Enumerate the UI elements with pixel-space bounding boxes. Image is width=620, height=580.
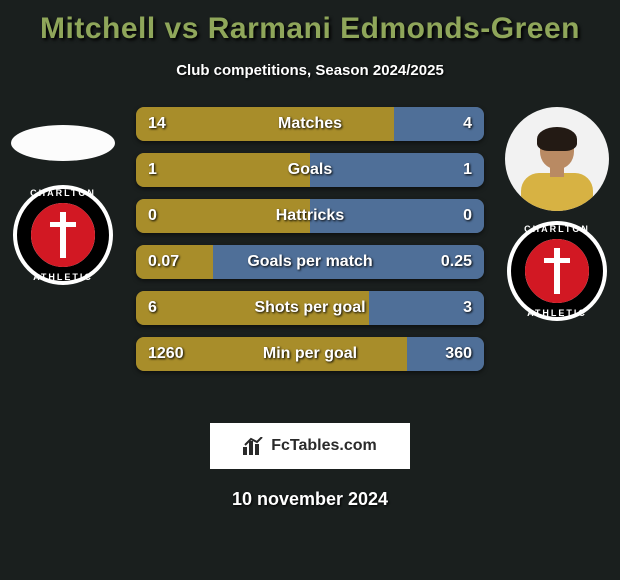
stat-row: 11Goals (136, 153, 484, 187)
comparison-arena: CHARLTON ATHLETIC CHARLTON ATHLETIC 144M… (0, 107, 620, 397)
player-left-avatar (11, 125, 115, 161)
club-name-top: CHARLTON (17, 188, 109, 198)
player-right-silhouette (518, 123, 596, 211)
subtitle: Club competitions, Season 2024/2025 (0, 62, 620, 79)
chart-icon (243, 437, 263, 455)
stat-row: 63Shots per goal (136, 291, 484, 325)
stat-label: Matches (136, 107, 484, 141)
club-name-top: CHARLTON (511, 224, 603, 234)
player-left-club-badge: CHARLTON ATHLETIC (13, 185, 113, 285)
stat-row: 00Hattricks (136, 199, 484, 233)
stat-label: Goals (136, 153, 484, 187)
player-right-club-badge: CHARLTON ATHLETIC (507, 221, 607, 321)
stat-row: 1260360Min per goal (136, 337, 484, 371)
stat-bars: 144Matches 11Goals 00Hattricks 0.070.25Goal… (136, 107, 484, 371)
stat-label: Min per goal (136, 337, 484, 371)
player-right-avatar (505, 107, 609, 211)
club-name-bottom: ATHLETIC (511, 308, 603, 318)
footer-date: 10 november 2024 (0, 489, 620, 510)
stat-label: Shots per goal (136, 291, 484, 325)
stat-row: 144Matches (136, 107, 484, 141)
brand-badge: FcTables.com (210, 423, 410, 469)
stat-row: 0.070.25Goals per match (136, 245, 484, 279)
stat-label: Goals per match (136, 245, 484, 279)
club-name-bottom: ATHLETIC (17, 272, 109, 282)
page-title: Mitchell vs Rarmani Edmonds-Green (0, 0, 620, 46)
stat-label: Hattricks (136, 199, 484, 233)
player-right-column: CHARLTON ATHLETIC (502, 107, 612, 321)
brand-text: FcTables.com (271, 437, 377, 455)
player-left-column: CHARLTON ATHLETIC (8, 107, 118, 285)
